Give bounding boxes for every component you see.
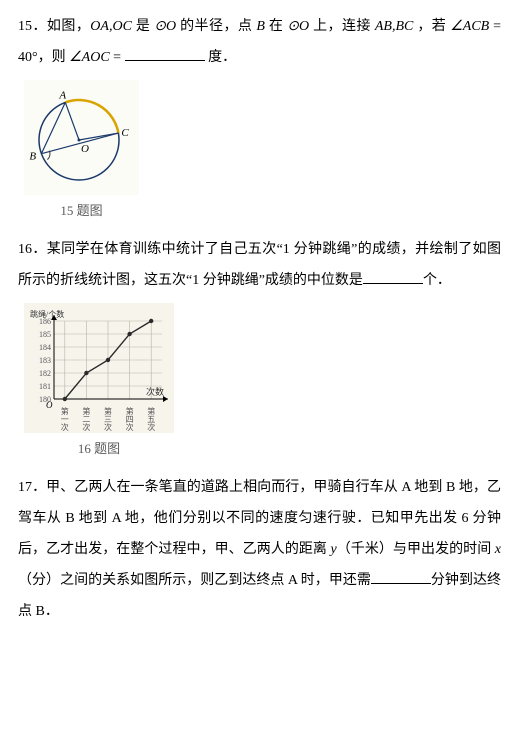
svg-text:第四次: 第四次 bbox=[125, 406, 134, 432]
figure-15: A C B O 15 题图 bbox=[24, 80, 501, 226]
t: 是 bbox=[132, 19, 154, 34]
t: （千米）与甲出发的时间 bbox=[337, 542, 495, 557]
svg-text:185: 185 bbox=[39, 330, 51, 339]
answer-blank-16[interactable] bbox=[363, 270, 423, 284]
var-b: B bbox=[256, 19, 265, 34]
svg-text:第二次: 第二次 bbox=[82, 406, 91, 432]
problem-15: 15．如图，OA,OC 是 ⊙O 的半径，点 B 在 ⊙O 上，连接 AB,BC… bbox=[18, 12, 501, 225]
var-oa-oc: OA,OC bbox=[90, 19, 132, 34]
t: ，若 bbox=[413, 19, 446, 34]
q16-text: 16．某同学在体育训练中统计了自己五次“1 分钟跳绳”的成绩，并绘制了如图所示的… bbox=[18, 235, 501, 297]
t: （分）之间的关系如图所示，则乙到达终点 A 时，甲还需 bbox=[18, 573, 371, 588]
svg-text:次数: 次数 bbox=[146, 386, 164, 397]
svg-text:C: C bbox=[121, 127, 129, 139]
problem-17: 17．甲、乙两人在一条笔直的道路上相向而行，甲骑自行车从 A 地到 B 地，乙驾… bbox=[18, 473, 501, 627]
line-chart: 180181182183184185186O次数跳绳/个数第一次第二次第三次第四… bbox=[24, 303, 174, 433]
q17-text: 17．甲、乙两人在一条笔直的道路上相向而行，甲骑自行车从 A 地到 B 地，乙驾… bbox=[18, 473, 501, 627]
var-ab-bc: AB,BC bbox=[375, 19, 414, 34]
var-angle-aoc: ∠AOC bbox=[69, 50, 110, 65]
var-circle-o: ⊙O bbox=[287, 19, 309, 34]
q15-number: 15． bbox=[18, 19, 47, 34]
svg-text:第三次: 第三次 bbox=[104, 406, 113, 432]
svg-text:184: 184 bbox=[39, 343, 51, 352]
svg-text:第五次: 第五次 bbox=[147, 406, 156, 432]
figure-16: 180181182183184185186O次数跳绳/个数第一次第二次第三次第四… bbox=[24, 303, 501, 464]
t: 在 bbox=[265, 19, 287, 34]
t: = bbox=[110, 50, 125, 65]
var-x: x bbox=[495, 542, 501, 557]
svg-text:181: 181 bbox=[39, 382, 51, 391]
svg-text:B: B bbox=[29, 150, 36, 162]
t: ，则 bbox=[38, 50, 70, 65]
figure-15-caption: 15 题图 bbox=[24, 197, 139, 226]
svg-text:A: A bbox=[58, 89, 66, 101]
q17-number: 17． bbox=[18, 480, 46, 495]
q16-number: 16． bbox=[18, 242, 47, 257]
svg-text:跳绳/个数: 跳绳/个数 bbox=[30, 309, 64, 319]
answer-blank-15[interactable] bbox=[125, 47, 205, 61]
problem-16: 16．某同学在体育训练中统计了自己五次“1 分钟跳绳”的成绩，并绘制了如图所示的… bbox=[18, 235, 501, 463]
t: 度． bbox=[205, 50, 237, 65]
t: 个． bbox=[423, 273, 451, 288]
t: 上，连接 bbox=[309, 19, 375, 34]
q15-text: 15．如图，OA,OC 是 ⊙O 的半径，点 B 在 ⊙O 上，连接 AB,BC… bbox=[18, 12, 501, 74]
svg-text:O: O bbox=[46, 400, 53, 410]
svg-text:183: 183 bbox=[39, 356, 51, 365]
var-angle-acb: ∠ACB bbox=[450, 19, 489, 34]
circle-diagram: A C B O bbox=[24, 80, 139, 195]
var-circle-o: ⊙O bbox=[154, 19, 176, 34]
svg-text:第一次: 第一次 bbox=[60, 406, 69, 432]
t: 如图， bbox=[47, 19, 90, 34]
t: 的半径，点 bbox=[176, 19, 256, 34]
svg-text:O: O bbox=[81, 143, 89, 155]
svg-text:182: 182 bbox=[39, 369, 51, 378]
answer-blank-17[interactable] bbox=[371, 570, 431, 584]
figure-16-caption: 16 题图 bbox=[24, 435, 174, 464]
